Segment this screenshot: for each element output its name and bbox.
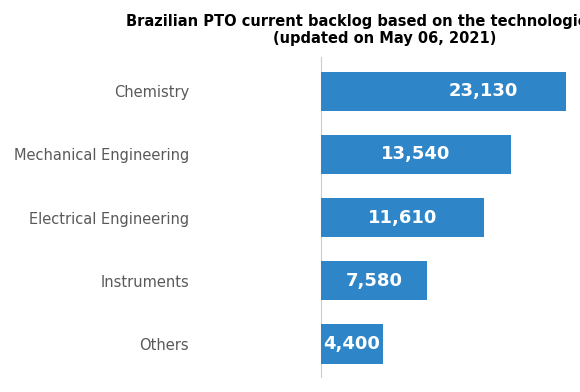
Text: 4,400: 4,400 [324, 335, 380, 353]
Text: 11,610: 11,610 [368, 209, 437, 227]
Bar [321, 135, 511, 174]
Bar [321, 198, 484, 237]
Text: 23,130: 23,130 [448, 82, 518, 100]
Bar [321, 324, 383, 363]
Text: 7,580: 7,580 [346, 272, 403, 290]
Title: Brazilian PTO current backlog based on the technological area
(updated on May 06: Brazilian PTO current backlog based on t… [125, 14, 580, 46]
Text: 13,540: 13,540 [381, 145, 451, 163]
Bar [321, 261, 427, 300]
Bar [321, 72, 580, 111]
